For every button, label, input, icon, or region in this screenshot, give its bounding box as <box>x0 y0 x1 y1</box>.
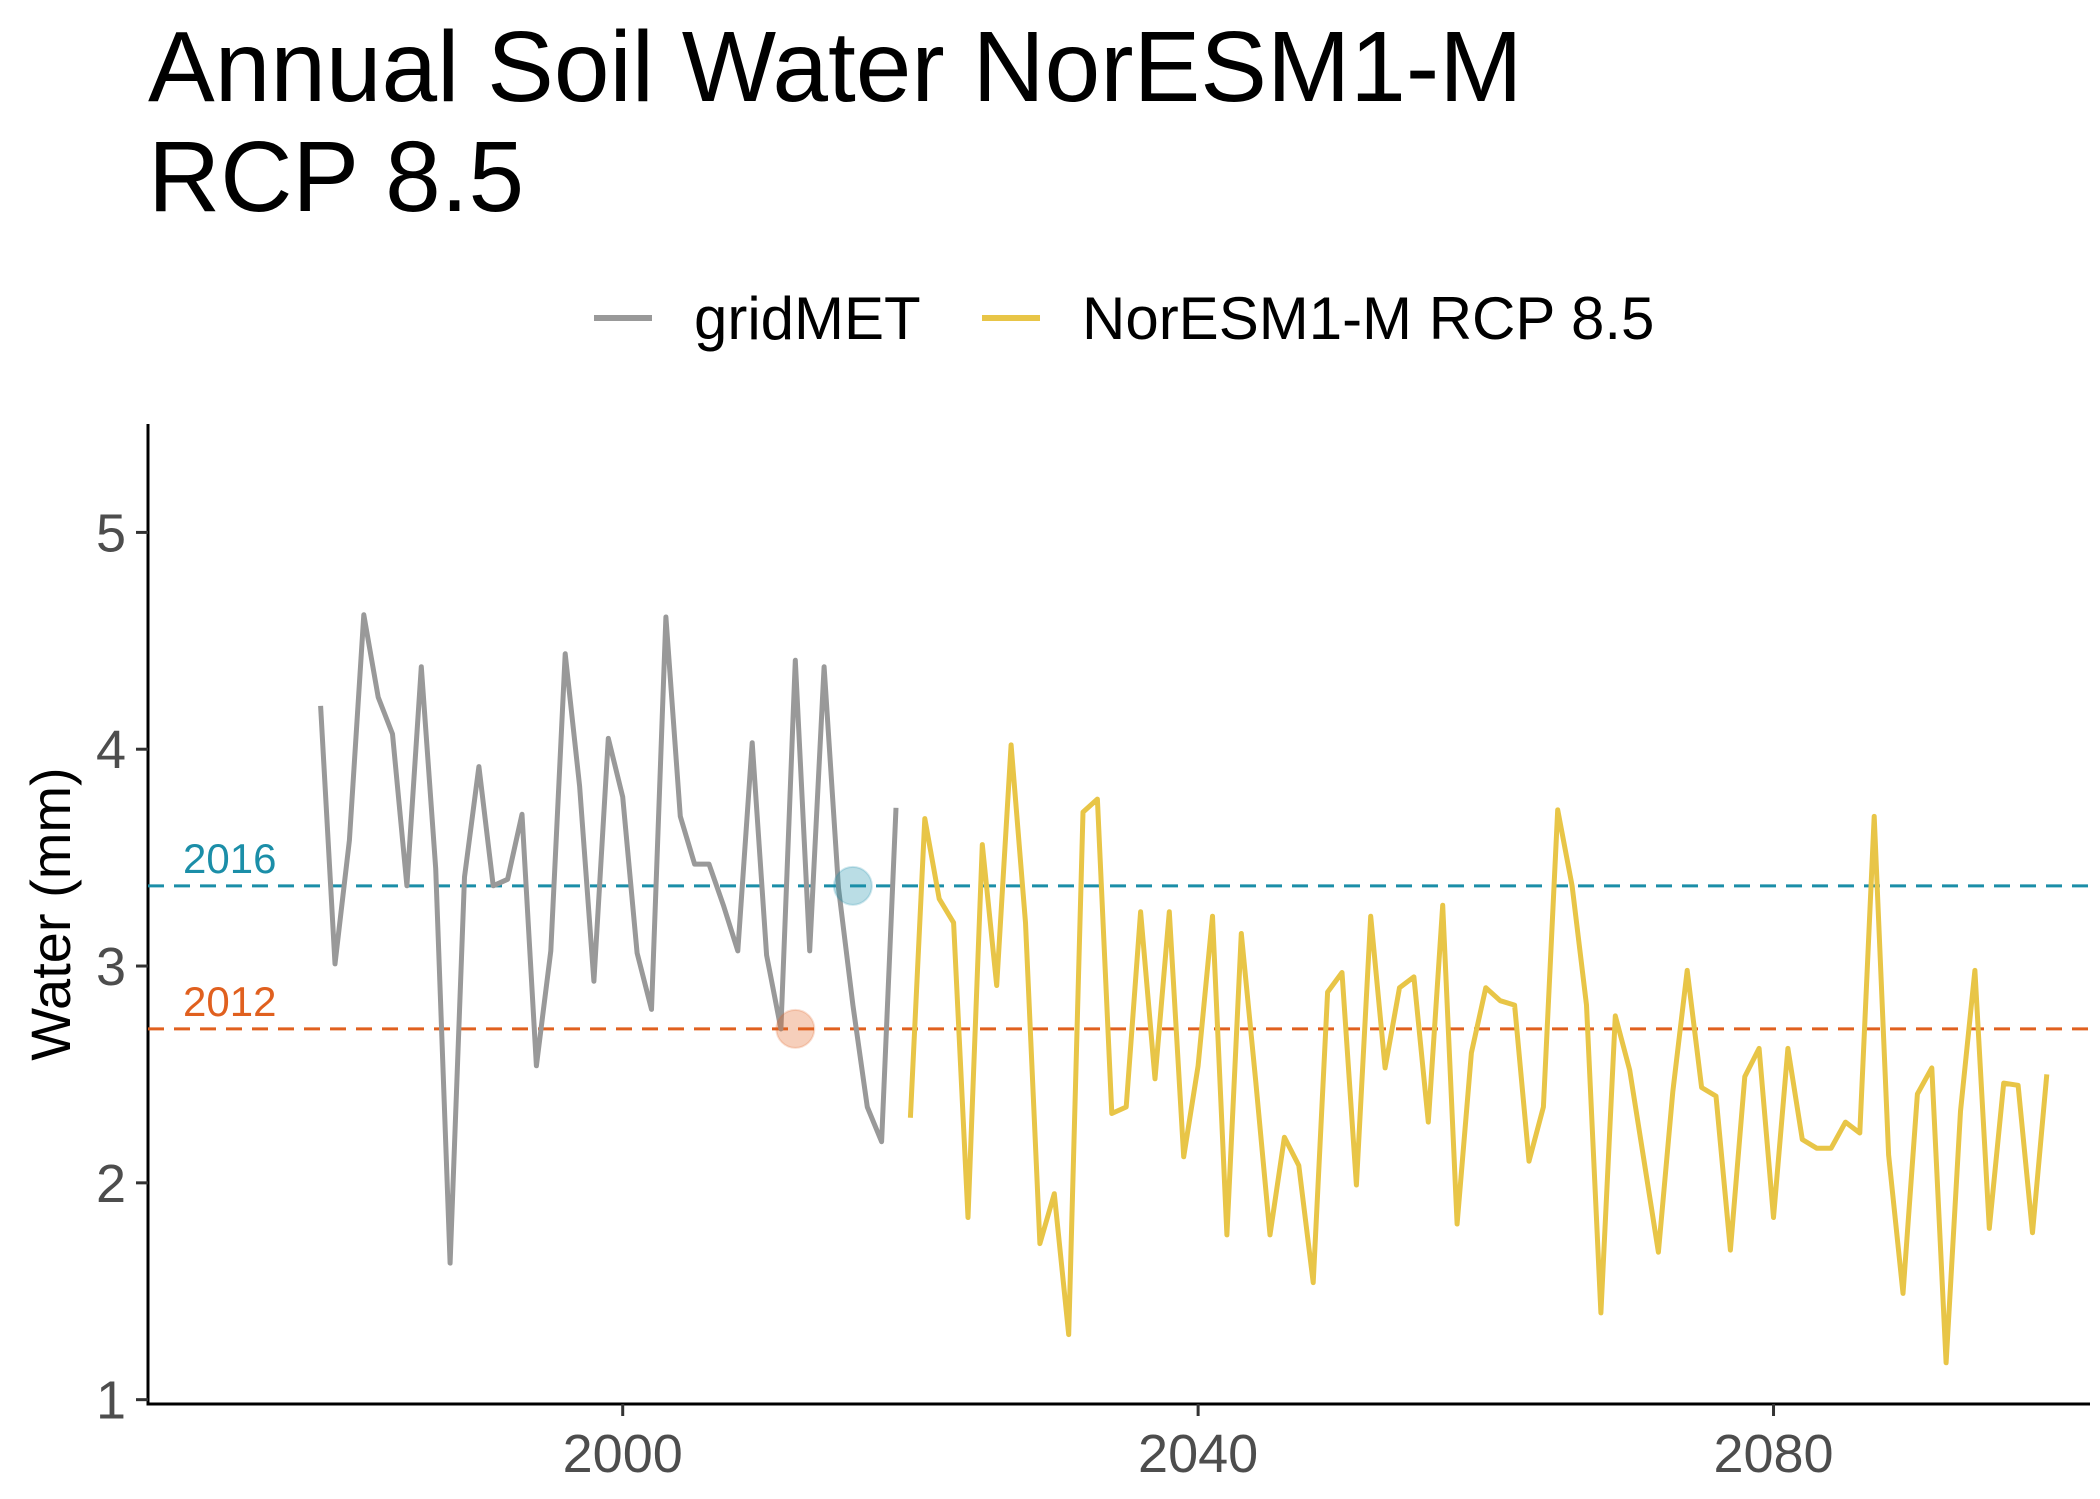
series-line-gridmet <box>318 612 899 1266</box>
x-tick-label: 2040 <box>1138 1424 1258 1484</box>
reference-label-2012: 2012 <box>183 978 276 1025</box>
highlight-point-2016 <box>832 865 873 906</box>
legend-key-noresm <box>982 315 1040 321</box>
legend-key-gridmet <box>594 315 652 321</box>
y-axis-title: Water (mm) <box>19 767 82 1060</box>
x-tick-label: 2000 <box>563 1424 683 1484</box>
legend: gridMET NorESM1-M RCP 8.5 <box>0 278 2100 358</box>
y-tick-label: 4 <box>96 720 126 780</box>
y-tick-label: 1 <box>96 1371 126 1431</box>
y-tick-label: 2 <box>96 1154 126 1214</box>
series-line-noresm <box>907 742 2050 1366</box>
y-tick-label: 3 <box>96 937 126 997</box>
legend-label-noresm: NorESM1-M RCP 8.5 <box>1082 284 1655 352</box>
legend-label-gridmet: gridMET <box>694 284 921 352</box>
chart-title-line-1: Annual Soil Water NorESM1-M <box>148 11 1523 123</box>
y-tick-label: 5 <box>96 503 126 563</box>
x-tick-label: 2080 <box>1713 1424 1833 1484</box>
legend-item-noresm: NorESM1-M RCP 8.5 <box>982 278 1654 358</box>
legend-item-gridmet: gridMET <box>594 278 921 358</box>
chart-title-line-2: RCP 8.5 <box>148 121 525 233</box>
highlight-point-2012 <box>775 1008 816 1049</box>
reference-label-2016: 2016 <box>183 835 276 882</box>
chart-title: Annual Soil Water NorESM1-M RCP 8.5 <box>148 12 1523 232</box>
